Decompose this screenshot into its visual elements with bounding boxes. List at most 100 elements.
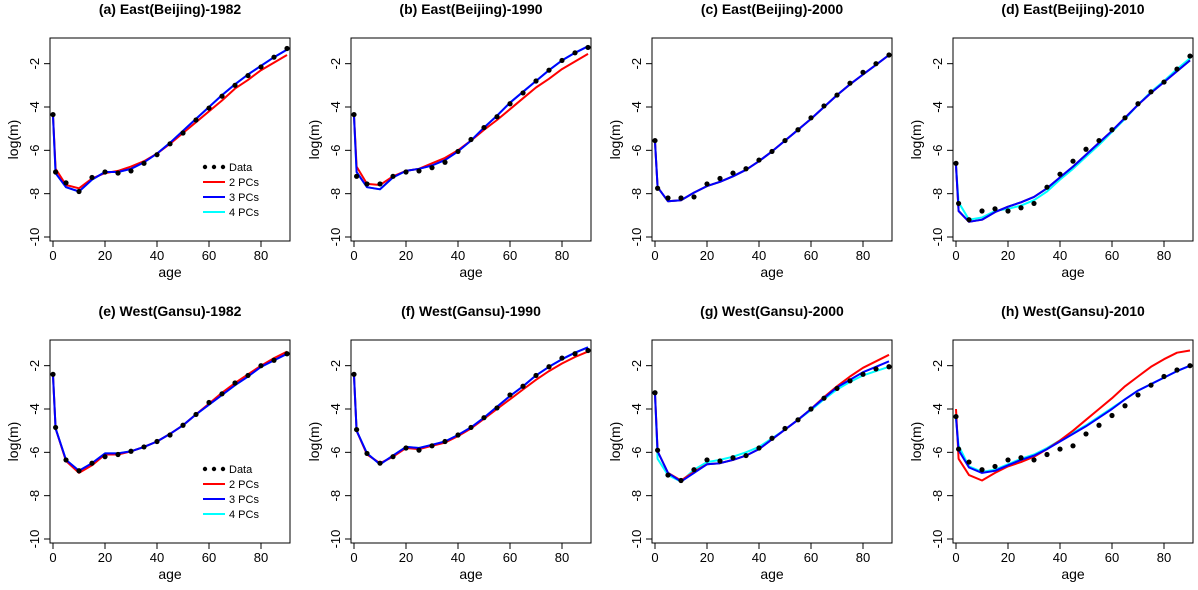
y-tick-label: -10	[328, 228, 343, 247]
data-point	[89, 174, 95, 181]
plot-frame	[952, 339, 1194, 544]
data-point	[886, 52, 892, 58]
panel-title: (a) East(Beijing)-1982	[99, 1, 242, 17]
legend-label: 2 PCs	[229, 177, 259, 189]
series-line-2-pcs	[654, 353, 890, 482]
data-point	[507, 392, 513, 398]
data-point	[847, 378, 853, 384]
x-tick-label: 20	[98, 550, 112, 565]
data-point	[533, 372, 539, 379]
data-point	[717, 175, 723, 182]
data-point	[1044, 184, 1050, 190]
series-line-3-pcs	[654, 54, 890, 203]
y-tick-label: -10	[629, 530, 644, 549]
data-point	[572, 351, 578, 357]
y-tick-label: -4	[27, 403, 42, 415]
data-point	[128, 448, 134, 454]
data-point	[655, 447, 661, 453]
data-point	[193, 117, 199, 123]
data-point	[795, 127, 801, 133]
data-point	[442, 438, 448, 445]
data-point	[652, 390, 658, 396]
data-point	[455, 432, 461, 438]
data-point	[390, 454, 396, 460]
data-point	[354, 173, 360, 179]
data-point	[180, 130, 186, 136]
y-tick-label: -6	[27, 447, 42, 459]
data-point	[50, 111, 56, 118]
data-point	[717, 458, 723, 464]
data-point	[704, 181, 710, 187]
legend-label: 3 PCs	[229, 494, 259, 506]
data-point	[730, 455, 736, 461]
y-tick-label: -2	[629, 58, 644, 70]
data-point	[585, 347, 591, 354]
data-point	[546, 364, 552, 370]
plot-frame	[350, 339, 592, 544]
data-point	[1109, 412, 1115, 419]
data-point	[1031, 457, 1037, 463]
x-tick-label: 40	[752, 550, 766, 565]
x-tick-label: 20	[399, 550, 413, 565]
x-tick-label: 80	[1157, 550, 1171, 565]
y-tick-label: -8	[27, 490, 42, 502]
series-line-3-pcs	[955, 364, 1191, 474]
data-point	[691, 467, 697, 473]
data-point	[678, 477, 684, 484]
data-point	[655, 185, 661, 191]
legend-label: Data	[229, 464, 253, 476]
x-tick-label: 60	[1105, 550, 1119, 565]
x-tick-label: 0	[651, 248, 658, 263]
data-point	[953, 160, 959, 166]
data-point	[53, 169, 59, 175]
data-point	[1122, 115, 1128, 121]
y-tick-label: -4	[930, 403, 945, 415]
plot-frame	[651, 339, 893, 544]
x-tick-label: 0	[49, 248, 56, 263]
data-point	[180, 422, 186, 428]
panel-3: (d) East(Beijing)-2010 0 20 40 60 80 -10 -8 -6 -4…	[908, 1, 1194, 280]
y-tick-label: -4	[27, 101, 42, 113]
y-tick-label: -6	[27, 145, 42, 157]
panel-title: (f) West(Gansu)-1990	[401, 303, 541, 319]
x-axis-label: age	[760, 264, 784, 280]
data-point	[354, 426, 360, 433]
legend-label: 4 PCs	[229, 207, 259, 219]
series-line-2-pcs	[654, 54, 890, 203]
panels-group: (a) East(Beijing)-1982 0 20 40 60 80 -10 -8 -6 -4…	[5, 1, 1194, 582]
legend-marker	[202, 164, 208, 170]
series-line-2-pcs	[52, 350, 288, 474]
data-point	[403, 169, 409, 175]
data-point	[128, 168, 134, 174]
x-tick-label: 60	[1105, 248, 1119, 263]
legend-label: Data	[229, 162, 253, 174]
data-point	[468, 424, 474, 431]
data-point	[979, 208, 985, 214]
data-point	[232, 380, 238, 386]
x-tick-label: 20	[98, 248, 112, 263]
data-point	[678, 195, 684, 201]
data-point	[351, 111, 357, 118]
data-point	[1057, 446, 1063, 452]
data-point	[167, 432, 173, 438]
y-tick-label: -8	[930, 490, 945, 502]
data-point	[834, 385, 840, 392]
data-point	[63, 457, 69, 463]
panel-title: (e) West(Gansu)-1982	[99, 303, 242, 319]
data-point	[1122, 403, 1128, 409]
x-tick-label: 0	[350, 550, 357, 565]
data-point	[860, 371, 866, 377]
data-point	[743, 452, 749, 459]
data-point	[193, 411, 199, 418]
data-point	[691, 194, 697, 200]
data-point	[992, 206, 998, 212]
panel-1: (b) East(Beijing)-1990 0 20 40 60 80 -10 -8 -6 -4…	[306, 1, 592, 280]
panel-4: (e) West(Gansu)-1982 0 20 40 60 80 -10 -8 -6 -4 -2…	[5, 303, 291, 582]
x-tick-label: 40	[1053, 550, 1067, 565]
legend: Data 2 PCs 3 PCs 4 PCs	[202, 464, 259, 521]
data-point	[1005, 457, 1011, 463]
y-tick-label: -4	[629, 101, 644, 113]
data-point	[966, 459, 972, 465]
y-tick-label: -10	[629, 228, 644, 247]
